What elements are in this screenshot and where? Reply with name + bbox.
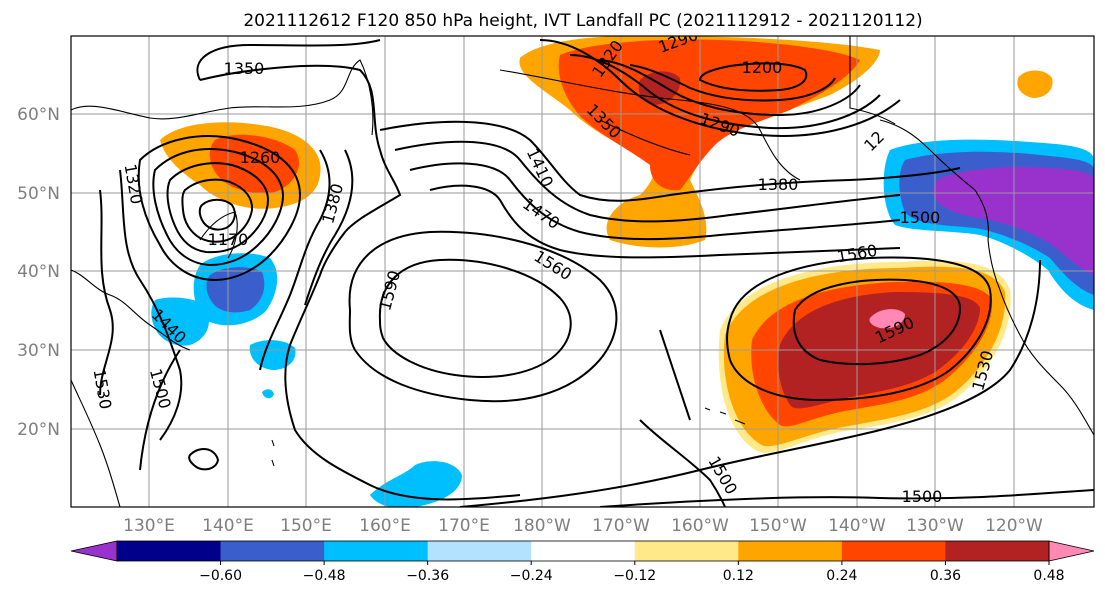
longitude-labels: 130°E 140°E 150°E 160°E 170°E 180°W 170°… — [123, 516, 1043, 536]
colorbar-segment — [634, 541, 739, 561]
colorbar-tick-label: −0.36 — [406, 568, 449, 584]
colorbar-segment — [945, 541, 1050, 561]
colorbar-frame — [116, 540, 1050, 562]
lon-label: 120°W — [985, 516, 1043, 536]
lon-label: 130°E — [123, 516, 175, 536]
height-contours — [99, 39, 1094, 507]
colorbar-tick-label: 0.48 — [1033, 568, 1064, 584]
colorbar-segment — [841, 541, 946, 561]
map-area: 1350 1320 1290 1200 1350 1290 12 1410 14… — [71, 36, 1094, 507]
colorbar-extend-low — [70, 540, 118, 562]
colorbar-tick-label: 0.12 — [723, 568, 754, 584]
lon-label: 130°W — [906, 516, 964, 536]
contour-label: 1260 — [240, 148, 281, 167]
latitude-labels: 60°N 50°N 40°N 30°N 20°N — [17, 105, 60, 440]
lon-label: 170°W — [592, 516, 650, 536]
map-frame — [70, 35, 1095, 508]
graticule — [71, 36, 1094, 507]
lon-label: 140°W — [828, 516, 886, 536]
contour-label: 1380 — [758, 175, 799, 194]
colorbar-segment — [220, 541, 325, 561]
lat-label: 40°N — [17, 262, 60, 282]
lon-label: 150°W — [749, 516, 807, 536]
colorbar-segment — [427, 541, 532, 561]
colorbar-tick-label: −0.12 — [613, 568, 656, 584]
colorbar: −0.60 −0.48 −0.36 −0.24 −0.12 0.12 0.24 0.36 0.4… — [70, 540, 1095, 584]
colorbar-segment — [531, 541, 636, 561]
lat-label: 60°N — [17, 105, 60, 125]
contour-label: 1500 — [900, 208, 941, 227]
colorbar-segment — [117, 541, 222, 561]
lon-label: 160°E — [359, 516, 411, 536]
contour-label: 1500 — [902, 487, 943, 506]
colorbar-tick-label: 0.24 — [826, 568, 857, 584]
contour-label: 1350 — [224, 59, 265, 78]
lon-label: 160°W — [671, 516, 729, 536]
lat-label: 50°N — [17, 184, 60, 204]
lon-label: 170°E — [438, 516, 490, 536]
colorbar-segment — [738, 541, 843, 561]
colorbar-tick-label: 0.36 — [930, 568, 961, 584]
lon-label: 180°W — [513, 516, 571, 536]
colorbar-segment — [324, 541, 429, 561]
coastlines — [71, 36, 1094, 507]
contour-label: 1170 — [208, 230, 249, 249]
lat-label: 20°N — [17, 420, 60, 440]
colorbar-tick-label: −0.48 — [303, 568, 346, 584]
colorbar-tick-label: −0.24 — [510, 568, 553, 584]
figure-title: 2021112612 F120 850 hPa height, IVT Land… — [243, 11, 922, 31]
colorbar-tick-label: −0.60 — [199, 568, 242, 584]
contour-label: 1200 — [742, 58, 783, 77]
colorbar-extend-high — [1048, 540, 1095, 562]
lon-label: 140°E — [202, 516, 254, 536]
lat-label: 30°N — [17, 341, 60, 361]
lon-label: 150°E — [280, 516, 332, 536]
